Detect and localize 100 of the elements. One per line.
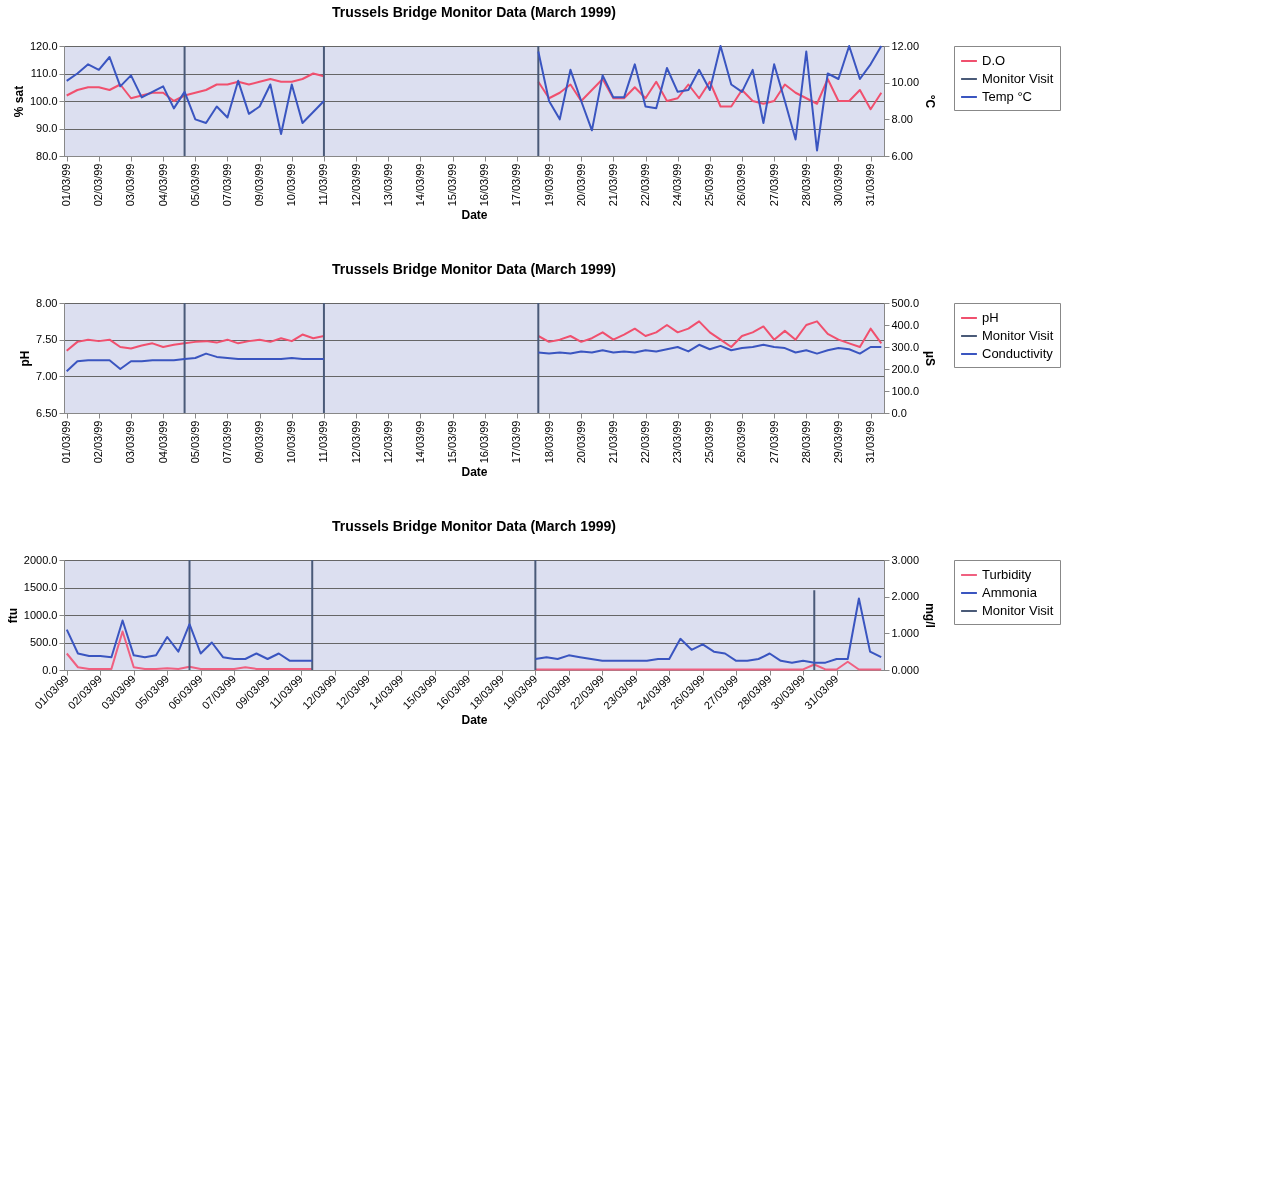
x-tick-label: 21/03/99 [606,163,619,207]
x-tick-label: 04/03/99 [156,163,169,207]
y-tick-label: 7.00 [36,369,58,382]
y2-tick-label: 300.0 [891,340,920,353]
x-tick-label: 05/03/99 [188,163,201,207]
x-tick-label: 11/03/99 [317,163,330,206]
legend-label: Conductivity [982,346,1054,361]
x-tick-label: 20/03/99 [574,420,587,464]
y2-tick-label: 200.0 [891,362,920,375]
y2-axis-title: °C [923,94,938,109]
x-tick-label: 16/03/99 [478,163,491,207]
x-tick-label: 12/03/99 [349,163,362,207]
y-tick-label: 1000.0 [23,608,58,621]
x-tick-label: 11/03/99 [317,420,330,463]
y2-tick-label: 1.000 [891,626,920,639]
y2-tick-label: 400.0 [891,318,920,331]
x-tick-label: 19/03/99 [542,163,555,207]
x-tick-label: 31/03/99 [864,420,877,464]
y-tick-label: 500.0 [29,636,58,648]
legend-label: Monitor Visit [982,328,1054,343]
x-tick-label: 31/03/99 [864,163,877,207]
y-tick-label: 6.50 [36,406,58,419]
x-axis-title: Date [461,713,488,728]
y2-tick-label: 3.000 [891,553,920,566]
x-tick-label: 29/03/99 [831,420,844,464]
x-tick-label: 07/03/99 [220,163,233,207]
y2-axis-title: µS [923,351,938,366]
x-tick-label: 26/03/99 [735,420,748,464]
x-tick-label: 20/03/99 [574,163,587,207]
x-tick-label: 01/03/99 [60,420,73,464]
x-tick-label: 17/03/99 [510,163,523,207]
y2-tick-label: 0.0 [891,406,907,419]
y-tick-label: 7.50 [36,333,58,346]
x-tick-label: 10/03/99 [285,420,298,464]
x-tick-label: 01/03/99 [60,163,73,207]
y2-tick-label: 10.00 [891,76,920,89]
x-tick-label: 05/03/99 [188,420,201,464]
x-tick-label: 27/03/99 [767,420,780,464]
y-tick-label: 80.0 [36,149,58,162]
x-tick-label: 02/03/99 [92,420,105,464]
chart-title: Trussels Bridge Monitor Data (March 1999) [332,4,616,20]
x-tick-label: 17/03/99 [510,420,523,464]
x-tick-label: 03/03/99 [124,420,137,464]
x-tick-label: 13/03/99 [381,163,394,207]
y-tick-label: 2000.0 [23,553,58,566]
x-axis-title: Date [461,208,488,223]
legend-label: pH [982,310,999,325]
y2-tick-label: 500.0 [891,296,920,309]
x-tick-label: 10/03/99 [285,163,298,207]
x-axis-title: Date [461,465,488,480]
y2-tick-label: 8.00 [891,112,913,125]
x-tick-label: 16/03/99 [478,420,491,464]
x-tick-label: 15/03/99 [446,420,459,464]
chart-title: Trussels Bridge Monitor Data (March 1999) [332,261,616,277]
legend-label: Monitor Visit [982,71,1054,86]
x-tick-label: 26/03/99 [735,163,748,207]
legend-label: D.O [982,53,1006,68]
x-tick-label: 09/03/99 [253,163,266,207]
x-tick-label: 25/03/99 [703,163,716,207]
y-tick-label: 120.0 [29,39,58,52]
y2-tick-label: 2.000 [891,590,920,603]
y-tick-label: 0.0 [42,663,58,676]
x-tick-label: 12/03/99 [381,420,394,464]
y-axis-title: pH [18,350,33,367]
x-tick-label: 09/03/99 [253,420,266,464]
legend-label: Monitor Visit [982,603,1054,618]
y-tick-label: 1500.0 [23,581,58,593]
x-tick-label: 30/03/99 [831,163,844,207]
y-axis-title: ftu [5,607,20,624]
x-tick-label: 23/03/99 [671,420,684,464]
x-tick-label: 24/03/99 [671,163,684,207]
x-tick-label: 12/03/99 [349,420,362,464]
x-tick-label: 21/03/99 [606,420,619,464]
y-tick-label: 100.0 [29,94,58,107]
x-tick-label: 18/03/99 [542,420,555,464]
x-tick-label: 25/03/99 [703,420,716,464]
y2-tick-label: 6.00 [891,149,913,162]
x-tick-label: 14/03/99 [413,420,426,464]
y-tick-label: 110.0 [30,67,58,79]
y2-axis-title: mg/l [923,603,938,628]
x-tick-label: 28/03/99 [799,420,812,464]
x-tick-label: 03/03/99 [124,163,137,207]
x-tick-label: 27/03/99 [767,163,780,207]
x-tick-label: 07/03/99 [220,420,233,464]
y2-tick-label: 0.000 [891,663,920,676]
legend-label: Turbidity [982,567,1032,582]
y-tick-label: 8.00 [36,296,58,309]
chart-title: Trussels Bridge Monitor Data (March 1999) [332,518,616,534]
legend-label: Ammonia [982,585,1038,600]
y-axis-title: % sat [11,85,26,118]
y2-tick-label: 100.0 [891,384,920,397]
legend-label: Temp °C [982,89,1032,104]
y2-tick-label: 12.00 [891,39,920,52]
x-tick-label: 22/03/99 [639,163,651,207]
x-tick-label: 22/03/99 [639,420,651,464]
x-tick-label: 02/03/99 [92,163,105,207]
x-tick-label: 04/03/99 [156,420,169,464]
x-tick-label: 15/03/99 [446,163,459,207]
y-tick-label: 90.0 [36,122,58,134]
x-tick-label: 14/03/99 [413,163,426,207]
